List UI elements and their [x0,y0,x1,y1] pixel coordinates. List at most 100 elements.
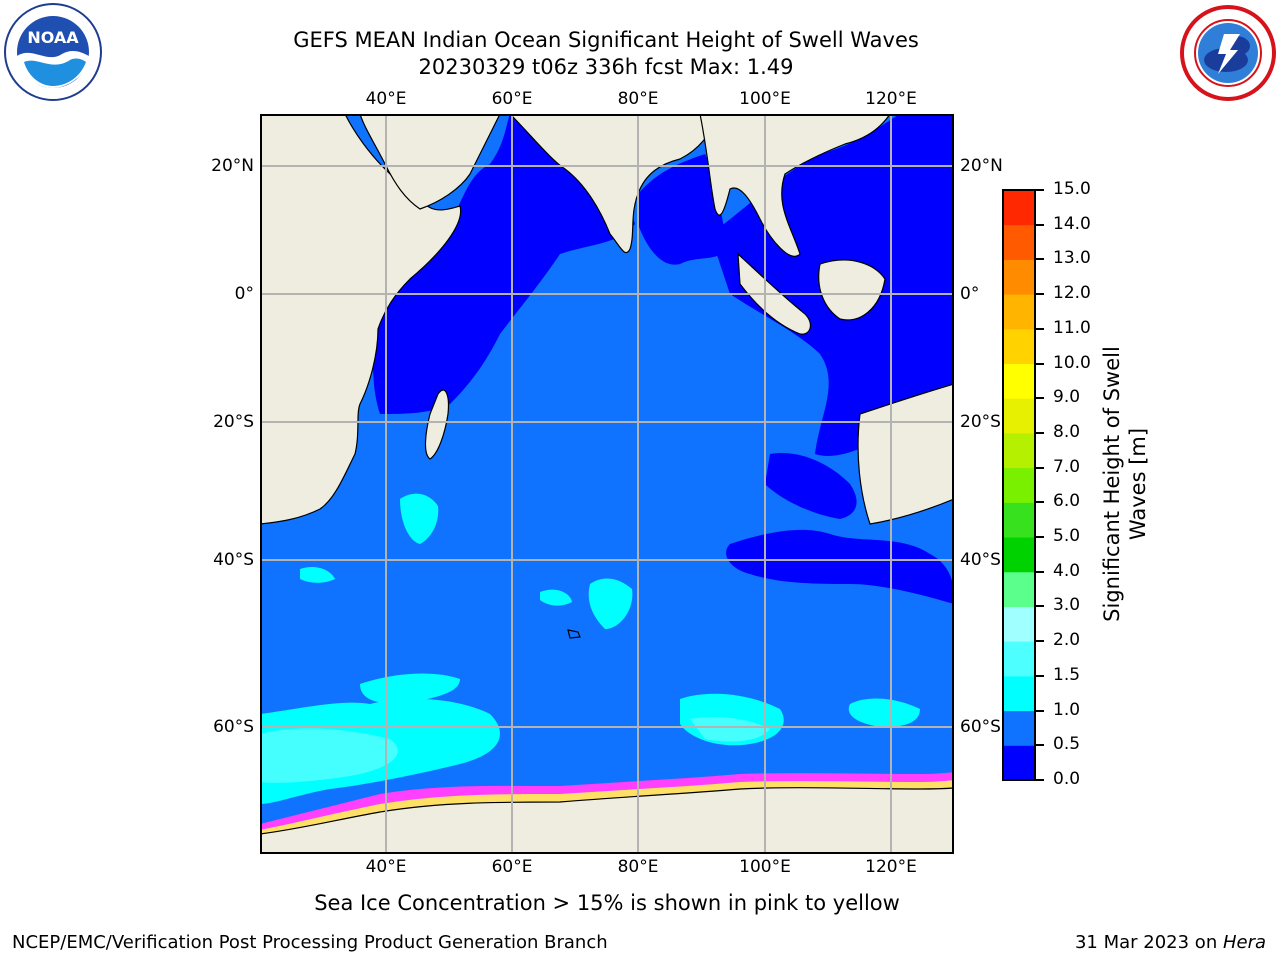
colorbar-tick-mark [1036,223,1044,226]
colorbar-tick-mark [1036,536,1044,539]
lon-tick-top-60e: 60°E [491,89,533,109]
noaa-logo-text: NOAA [27,28,79,47]
chart-title-line1: GEFS MEAN Indian Ocean Significant Heigh… [293,28,919,52]
colorbar-tick-label: 12.0 [1053,283,1091,304]
colorbar-tick-label: 0.0 [1053,769,1081,789]
lon-tick-top-100e: 100°E [739,89,791,109]
colorbar-tick-mark [1036,744,1044,747]
colorbar-tick-label: 7.0 [1053,456,1081,477]
lat-tick-right-40s: 40°S [960,550,1001,570]
colorbar-swatch [1003,363,1035,399]
map-frame [260,114,954,854]
lon-tick-bottom-80e: 80°E [617,857,659,877]
colorbar-tick-label: 1.0 [1053,699,1081,720]
colorbar-tick-label: 8.0 [1053,421,1081,442]
colorbar-tick-label: 5.0 [1053,526,1081,547]
lat-tick-left-20n: 20°N [211,156,254,176]
colorbar-title-line2: Waves [m] [1126,427,1150,541]
lat-tick-right-20s: 20°S [960,412,1001,432]
footer-date-text: 31 Mar 2023 on [1074,932,1223,953]
lon-tick-top-80e: 80°E [617,89,659,109]
colorbar-frame [1002,189,1036,781]
colorbar-tick-mark [1036,466,1044,469]
colorbar-tick-mark [1036,570,1044,573]
colorbar-title: Significant Height of Swell Waves [m] [1099,319,1151,649]
colorbar-swatch [1003,467,1035,503]
colorbar-title-line1: Significant Height of Swell [1100,346,1124,622]
colorbar-swatch [1003,710,1035,746]
colorbar-tick-mark [1036,674,1044,677]
colorbar-swatch [1003,224,1035,260]
colorbar [1002,189,1036,781]
colorbar-tick-label: 1.5 [1053,664,1081,685]
colorbar-tick-label: 6.0 [1053,491,1081,512]
land-kerguelen [567,629,581,639]
colorbar-swatch [1003,502,1035,538]
land-borneo [818,259,886,321]
land-antarctica [260,787,954,854]
colorbar-swatch [1003,675,1035,712]
noaa-logo-icon: NOAA [4,3,102,101]
lat-tick-left-20s: 20°S [213,412,254,432]
colorbar-tick-label: 10.0 [1053,352,1091,373]
colorbar-swatch [1003,328,1035,365]
map-panel [260,114,954,854]
colorbar-swatch [1003,537,1035,573]
light-cyan-swell-patches [260,717,770,783]
footer-date: 31 Mar 2023 on Hera [1075,932,1266,953]
colorbar-tick-label: 9.0 [1053,387,1081,408]
low-swell-region-arabian [373,114,635,414]
lat-tick-left-0: 0° [234,284,254,304]
colorbar-tick-mark [1036,605,1044,608]
lon-tick-top-40e: 40°E [365,89,407,109]
colorbar-swatch [1003,398,1035,434]
colorbar-swatch [1003,190,1035,226]
colorbar-swatch [1003,259,1035,295]
nws-logo-icon [1180,5,1276,101]
land-madagascar [424,389,450,460]
colorbar-tick-label: 0.5 [1053,734,1081,755]
colorbar-tick-label: 14.0 [1053,213,1091,234]
colorbar-tick-mark [1036,258,1044,261]
lon-tick-bottom-120e: 120°E [865,857,917,877]
lat-tick-left-60s: 60°S [213,717,254,737]
lat-tick-right-20n: 20°N [960,156,1003,176]
low-swell-region-southeast [726,529,954,604]
colorbar-tick-mark [1036,431,1044,434]
colorbar-tick-mark [1036,362,1044,365]
colorbar-tick-label: 11.0 [1053,317,1091,338]
colorbar-tick-mark [1036,327,1044,330]
sea-ice-footnote: Sea Ice Concentration > 15% is shown in … [314,891,900,915]
colorbar-tick-mark [1036,779,1044,781]
graticule [260,114,954,854]
low-swell-region-bay-of-bengal [638,154,728,265]
colorbar-swatch [1003,606,1035,642]
land-australia [857,383,954,525]
colorbar-tick-mark [1036,640,1044,643]
lat-tick-right-60s: 60°S [960,717,1001,737]
lon-tick-top-120e: 120°E [865,89,917,109]
lon-tick-bottom-100e: 100°E [739,857,791,877]
lat-tick-right-0: 0° [960,284,980,304]
low-swell-region-west-australia [765,453,857,519]
colorbar-tick-label: 15.0 [1053,179,1091,199]
colorbar-swatch [1003,641,1035,677]
colorbar-tick-mark [1036,709,1044,712]
colorbar-tick-label: 4.0 [1053,560,1081,581]
colorbar-tick-label: 2.0 [1053,630,1081,651]
chart-title-line2: 20230329 t06z 336h fcst Max: 1.49 [418,55,794,79]
land-arabia [359,114,501,210]
colorbar-swatch [1003,294,1035,330]
colorbar-swatch [1003,432,1035,469]
colorbar-swatch [1003,571,1035,607]
footer-credit: NCEP/EMC/Verification Post Processing Pr… [12,932,608,953]
lon-tick-bottom-40e: 40°E [365,857,407,877]
colorbar-swatch [1003,745,1035,781]
footer-host: Hera [1222,932,1266,953]
colorbar-tick-mark [1036,397,1044,400]
lon-tick-bottom-60e: 60°E [491,857,533,877]
lat-tick-left-40s: 40°S [213,550,254,570]
colorbar-tick-mark [1036,189,1044,191]
colorbar-tick-mark [1036,293,1044,296]
colorbar-tick-mark [1036,501,1044,504]
